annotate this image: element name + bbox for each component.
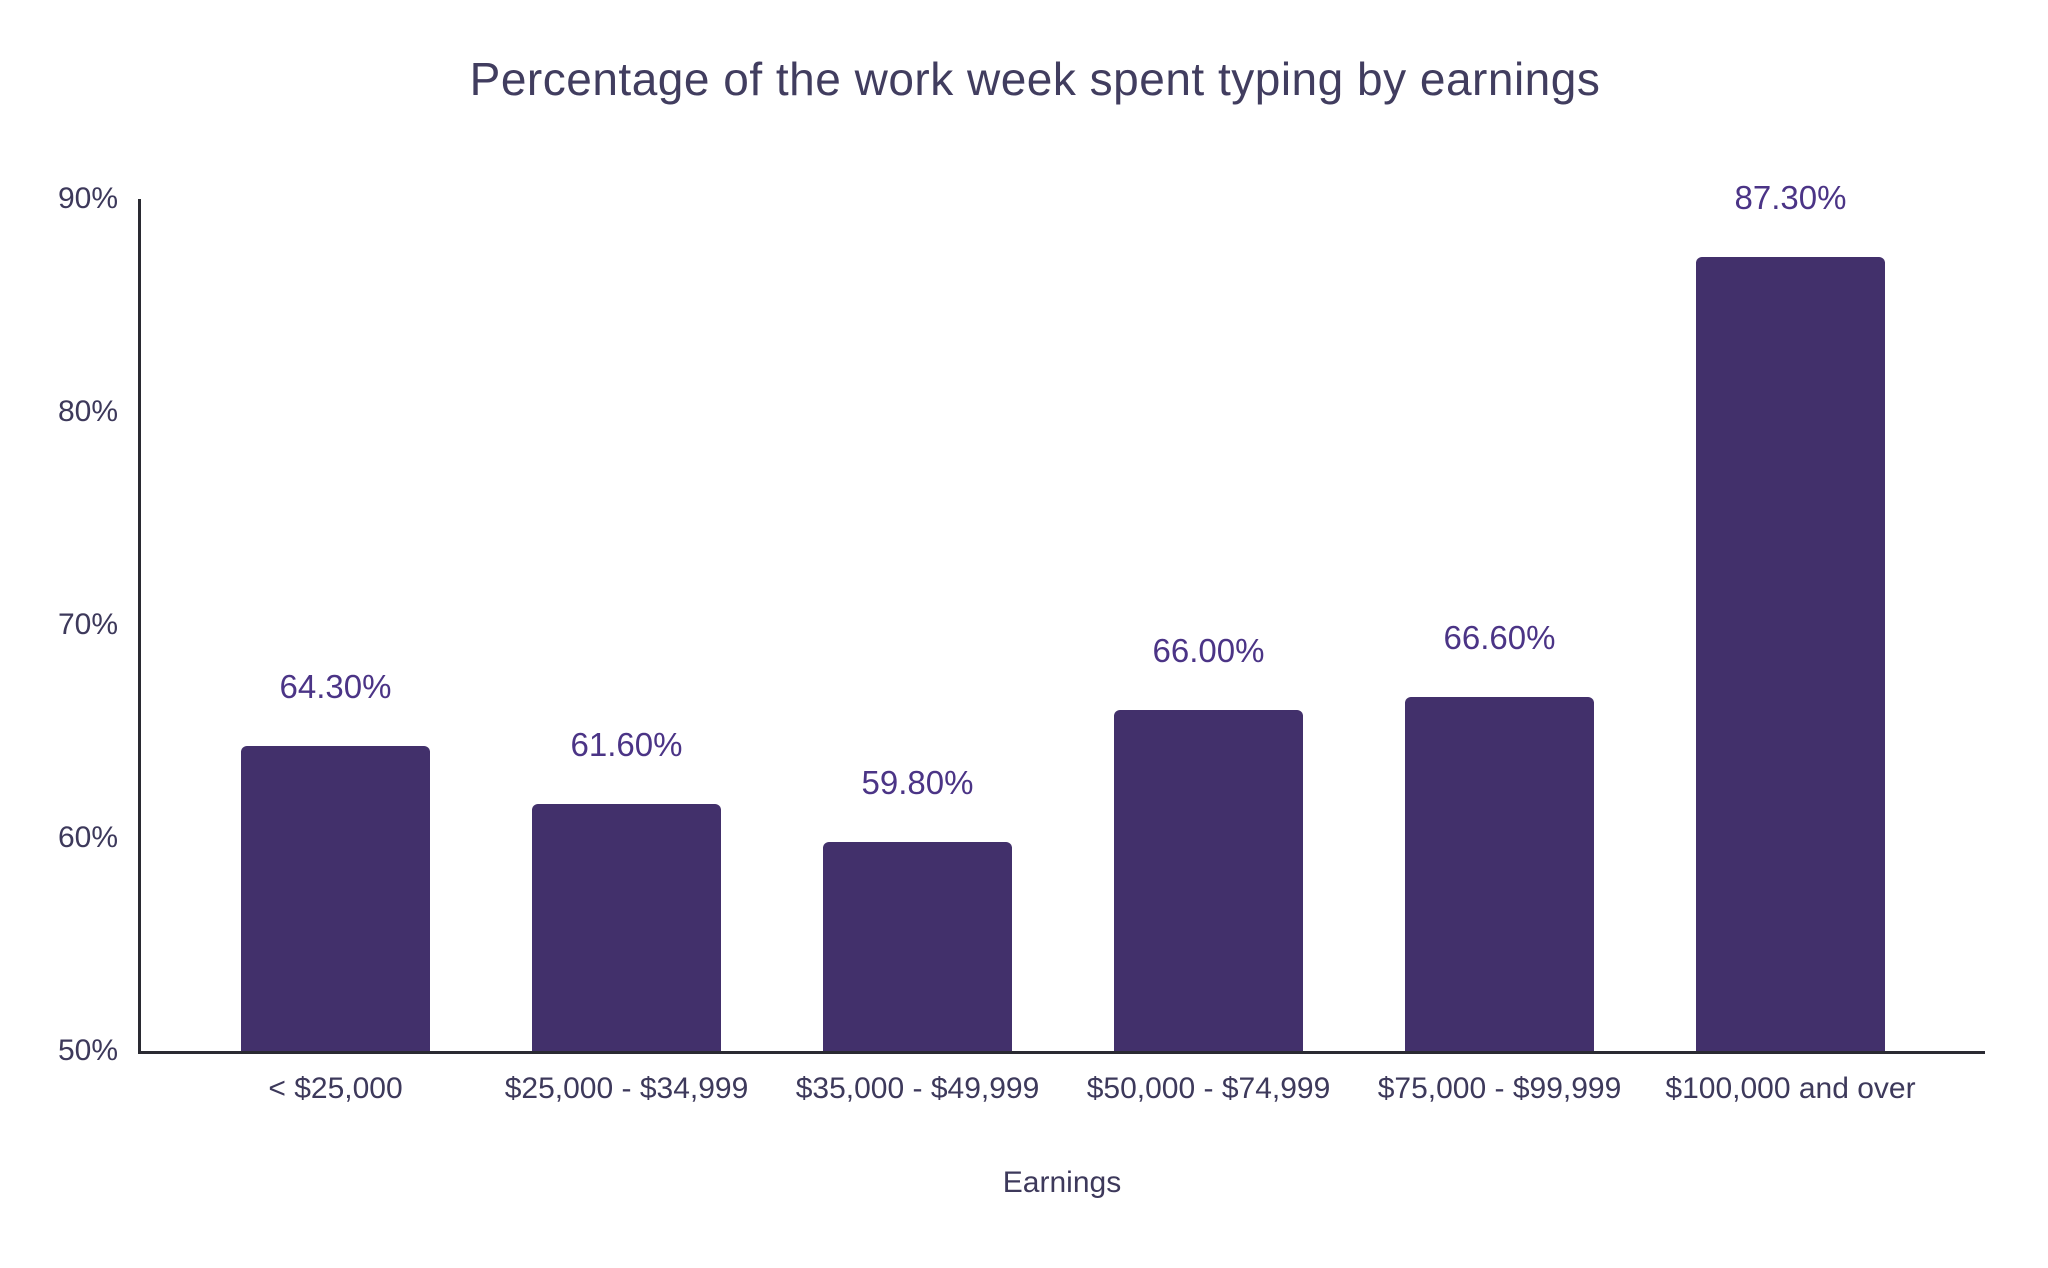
category-label: $50,000 - $74,999 <box>1086 1072 1331 1105</box>
category-label: $35,000 - $49,999 <box>795 1072 1040 1105</box>
bar-1 <box>241 746 430 1051</box>
y-tick-label: 80% <box>57 395 118 428</box>
bar-value-label: 87.30% <box>1734 178 1847 216</box>
category-label: $25,000 - $34,999 <box>504 1072 749 1105</box>
y-tick-label: 60% <box>57 821 118 854</box>
chart-title: Percentage of the work week spent typing… <box>469 53 1601 105</box>
y-tick-label: 50% <box>57 1034 118 1067</box>
bar-value-label: 66.00% <box>1152 632 1265 670</box>
x-axis-title: Earnings <box>1002 1166 1122 1199</box>
bar-2 <box>532 803 721 1051</box>
bar-4 <box>1114 710 1303 1051</box>
bar-value-label: 64.30% <box>279 668 392 706</box>
y-axis-line <box>138 199 141 1054</box>
x-axis-line <box>138 1051 1985 1054</box>
bar-value-label: 66.60% <box>1443 619 1556 657</box>
bar-value-label: 61.60% <box>570 725 683 763</box>
category-label: < $25,000 <box>268 1072 403 1105</box>
y-tick-label: 70% <box>57 608 118 641</box>
y-tick-label: 90% <box>57 182 118 215</box>
bar-3 <box>823 842 1012 1051</box>
bar-6 <box>1696 256 1885 1051</box>
bar-value-label: 59.80% <box>861 764 974 802</box>
bar-5 <box>1405 697 1594 1051</box>
category-label: $75,000 - $99,999 <box>1377 1072 1622 1105</box>
category-label: $100,000 and over <box>1665 1072 1916 1105</box>
